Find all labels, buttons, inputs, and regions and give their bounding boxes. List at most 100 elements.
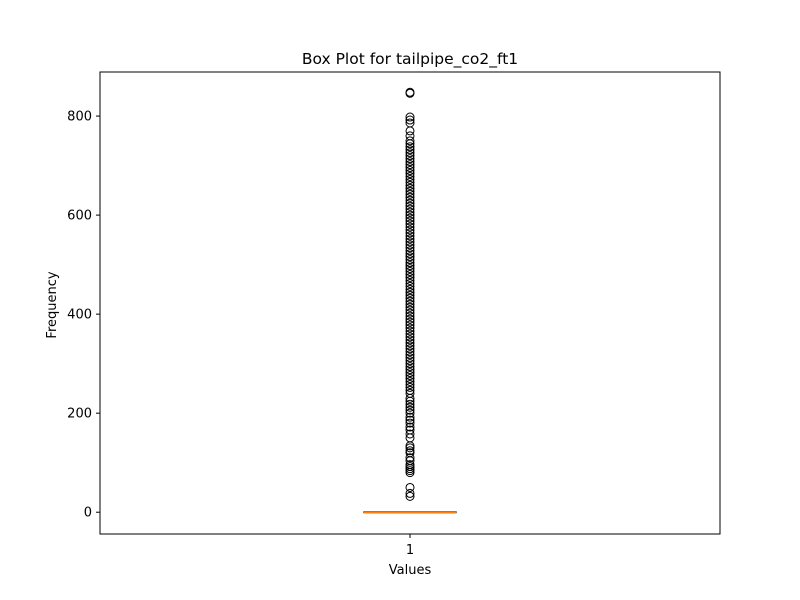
outlier-point (405, 231, 415, 241)
y-tick-label: 200 (67, 407, 92, 422)
outlier-point (405, 234, 415, 244)
outlier-point (405, 118, 415, 128)
y-tick-label: 800 (67, 110, 92, 125)
outlier-point (405, 308, 415, 318)
outlier-point (405, 210, 415, 220)
outlier-point (405, 302, 415, 312)
outlier-point (405, 408, 415, 418)
outlier-point (405, 305, 415, 315)
outlier-point (405, 365, 415, 375)
outlier-point (405, 160, 415, 170)
outlier-point (405, 281, 415, 291)
outlier-point (405, 488, 415, 498)
outlier-point (405, 255, 415, 265)
outlier-point (405, 278, 415, 288)
outlier-point (405, 186, 415, 196)
outlier-point (405, 240, 415, 250)
outlier-point (405, 332, 415, 342)
outlier-point (405, 371, 415, 381)
outlier-point (405, 163, 415, 173)
outlier-point (405, 422, 415, 432)
y-axis-label: Frequency (45, 271, 60, 338)
outlier-point (405, 374, 415, 384)
outlier-point (405, 287, 415, 297)
outlier-point (405, 326, 415, 336)
outlier-point (405, 317, 415, 327)
outlier-point (405, 376, 415, 386)
outlier-point (405, 249, 415, 259)
outlier-point (405, 171, 415, 181)
outlier-point (405, 264, 415, 274)
outlier-point (405, 222, 415, 232)
outlier-point (405, 207, 415, 217)
y-tick-label: 400 (67, 308, 92, 323)
outlier-point (405, 136, 415, 146)
outlier-point (405, 425, 415, 435)
outlier-point (405, 177, 415, 187)
outlier-point (405, 379, 415, 389)
outlier-point (405, 350, 415, 360)
outlier-point (405, 261, 415, 271)
outlier-point (405, 246, 415, 256)
outlier-point (405, 402, 415, 412)
outlier-point (405, 189, 415, 199)
outlier-point (405, 335, 415, 345)
outlier-point (405, 243, 415, 253)
outlier-point (405, 368, 415, 378)
outlier-point (405, 225, 415, 235)
outlier-point (405, 314, 415, 324)
outlier-point (405, 115, 415, 125)
outlier-point (405, 388, 415, 398)
plot-marks (363, 87, 457, 514)
outlier-point (405, 299, 415, 309)
outlier-point (405, 180, 415, 190)
outlier-point (405, 213, 415, 223)
outlier-point (405, 491, 415, 501)
outlier-point (405, 359, 415, 369)
outlier-point (405, 275, 415, 285)
outlier-point (405, 216, 415, 226)
outlier-point (405, 87, 415, 97)
outlier-point (405, 267, 415, 277)
outlier-point (405, 344, 415, 354)
y-tick-label: 0 (84, 506, 92, 521)
outlier-point (405, 382, 415, 392)
outlier-point (405, 237, 415, 247)
outlier-point (405, 252, 415, 262)
outlier-point (405, 341, 415, 351)
outlier-point (405, 174, 415, 184)
outlier-point (405, 270, 415, 280)
outlier-point (405, 166, 415, 176)
outlier-point (405, 157, 415, 167)
outlier-point (405, 320, 415, 330)
x-tick-label: 1 (406, 543, 414, 558)
outlier-point (405, 219, 415, 229)
y-tick-label: 600 (67, 209, 92, 224)
outlier-point (405, 329, 415, 339)
outlier-point (405, 272, 415, 282)
outlier-point (405, 195, 415, 205)
outlier-point (405, 412, 415, 422)
outlier-point (405, 112, 415, 122)
outlier-point (405, 228, 415, 238)
outlier-point (405, 151, 415, 161)
outlier-point (405, 347, 415, 357)
outlier-point (405, 145, 415, 155)
outlier-point (405, 399, 415, 409)
outlier-point (405, 362, 415, 372)
outlier-point (405, 131, 415, 141)
outlier-point (405, 183, 415, 193)
outlier-point (405, 323, 415, 333)
outlier-point (405, 446, 415, 456)
x-axis-label: Values (389, 563, 432, 578)
chart-title: Box Plot for tailpipe_co2_ft1 (302, 50, 518, 69)
outlier-point (405, 258, 415, 268)
outlier-point (405, 284, 415, 294)
outlier-point (405, 453, 415, 463)
outlier-point (405, 296, 415, 306)
outlier-point (405, 405, 415, 415)
outlier-point (405, 142, 415, 152)
y-axis: 0 200 400 600 800 (67, 110, 100, 521)
outlier-point (405, 154, 415, 164)
